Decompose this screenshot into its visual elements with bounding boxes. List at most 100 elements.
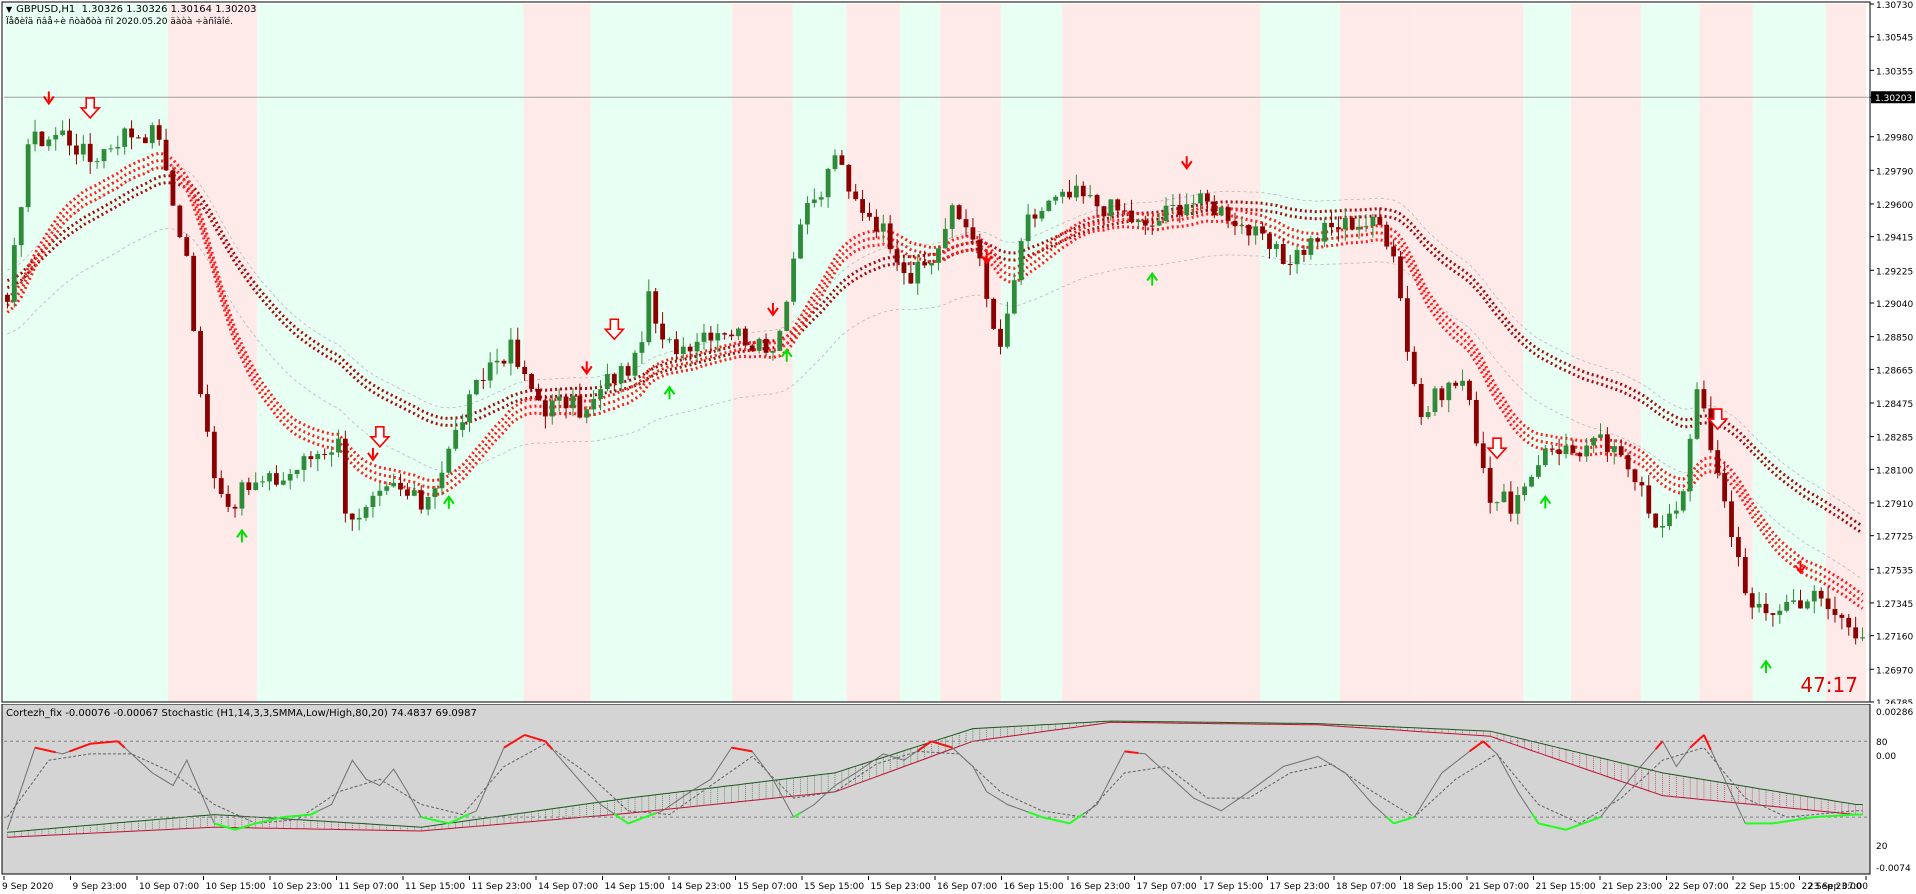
- candle: [246, 477, 252, 496]
- candle: [211, 425, 217, 489]
- candle: [1080, 181, 1086, 204]
- oscillator-frame: [1, 704, 1871, 875]
- session-zone: [590, 4, 634, 702]
- candle: [1611, 439, 1617, 465]
- oscillator-chart[interactable]: 0.00286 80 0.00 20 -0.0074: [0, 704, 1916, 876]
- stochastic-levels: [4, 740, 1870, 818]
- candle: [239, 479, 245, 516]
- candle: [811, 188, 817, 208]
- candle: [929, 262, 934, 275]
- indicator-subtitle: Ïåðèîä ñâå÷è ñòàðòà ñî 2020.05.20 äàòà ÷…: [6, 17, 233, 27]
- candle: [1749, 587, 1755, 620]
- candle: [549, 394, 555, 425]
- candle: [18, 206, 24, 257]
- candle: [722, 332, 728, 340]
- price-chart[interactable]: 1.30730 1.30545 1.30355 1.30203 1.29980 1.297…: [0, 0, 1916, 704]
- candle: [67, 118, 72, 156]
- candle: [963, 209, 969, 237]
- candle: [1342, 208, 1348, 241]
- session-zone: [900, 4, 941, 702]
- candle: [901, 254, 907, 285]
- candle: [1225, 204, 1231, 229]
- candle: [1536, 454, 1541, 480]
- candle: [108, 144, 114, 153]
- price-chart-frame: [1, 1, 1871, 703]
- candle: [1763, 593, 1769, 621]
- candle: [1687, 434, 1693, 502]
- time-tick-label: 10 Sep 15:00: [206, 882, 266, 892]
- candle: [508, 327, 514, 376]
- buy-arrow-icon: [663, 385, 676, 400]
- candle: [632, 350, 638, 379]
- price-tick-label: 1.28475: [1876, 400, 1913, 410]
- time-tick-label: 14 Sep 07:00: [538, 882, 598, 892]
- candle: [294, 469, 300, 479]
- price-tick-label: 1.26970: [1876, 666, 1913, 676]
- candle: [1170, 194, 1176, 213]
- sell-arrow-icon: [367, 447, 379, 462]
- candle: [46, 136, 52, 151]
- candle: [887, 215, 893, 254]
- session-zone: [846, 4, 901, 702]
- candle: [618, 363, 624, 393]
- price-tick-label: 1.29980: [1876, 134, 1913, 144]
- time-tick-label: 9 Sep 2020: [2, 882, 54, 892]
- candle: [411, 483, 417, 497]
- candle: [777, 329, 783, 352]
- candle: [432, 485, 438, 509]
- price-tick-label: 1.28100: [1876, 466, 1913, 476]
- candle: [742, 326, 748, 348]
- candle: [1032, 208, 1038, 228]
- candle: [115, 135, 121, 156]
- candle: [791, 251, 797, 306]
- session-zone: [66, 4, 169, 702]
- candle: [1680, 488, 1686, 513]
- time-tick-label: 23 Sep 07:00: [1808, 882, 1868, 892]
- candle: [1232, 212, 1238, 236]
- hollow-down-arrow-icon: [1486, 437, 1508, 460]
- candle: [756, 337, 762, 354]
- candle: [1294, 245, 1300, 274]
- candle: [336, 429, 341, 458]
- candle: [832, 149, 838, 172]
- time-tick-label: 18 Sep 15:00: [1403, 882, 1463, 892]
- ohlc-label: 1.30326 1.30326 1.30164 1.30203: [81, 4, 257, 15]
- time-tick-label: 11 Sep 15:00: [405, 882, 465, 892]
- candle: [1418, 377, 1424, 425]
- buy-arrow-icon: [1539, 494, 1552, 509]
- candle: [1832, 596, 1838, 623]
- price-tick-label: 1.27345: [1876, 600, 1913, 610]
- time-tick-label: 17 Sep 23:00: [1270, 882, 1330, 892]
- candle: [860, 189, 865, 222]
- candle: [342, 430, 348, 523]
- price-tick-label: 1.26785: [1876, 699, 1913, 704]
- collapse-triangle-icon[interactable]: ▼: [6, 5, 13, 14]
- time-tick-label: 14 Sep 15:00: [605, 882, 665, 892]
- candle: [1136, 218, 1141, 228]
- candle: [356, 508, 362, 531]
- session-zone: [1752, 4, 1826, 702]
- candle: [156, 119, 162, 146]
- time-tick-label: 9 Sep 23:00: [73, 882, 128, 892]
- candle: [1508, 481, 1514, 522]
- candle: [908, 261, 914, 285]
- candle: [1715, 440, 1721, 479]
- candle: [956, 204, 962, 221]
- candle: [1142, 215, 1148, 235]
- hollow-down-arrow-icon: [369, 426, 391, 449]
- candle: [1708, 396, 1714, 453]
- candle: [163, 128, 169, 171]
- candle: [1639, 476, 1645, 497]
- candle: [1522, 482, 1528, 501]
- candle: [363, 504, 369, 521]
- candle: [1163, 197, 1169, 224]
- candle: [1067, 179, 1072, 200]
- time-tick-label: 22 Sep 23:00: [1802, 882, 1862, 892]
- candle: [825, 167, 831, 208]
- buy-arrow-icon: [1146, 271, 1159, 286]
- candle: [1742, 548, 1748, 596]
- candle: [53, 127, 59, 151]
- oscillator-axis-label: 0.00286: [1876, 708, 1913, 718]
- time-tick-label: 16 Sep 07:00: [937, 882, 997, 892]
